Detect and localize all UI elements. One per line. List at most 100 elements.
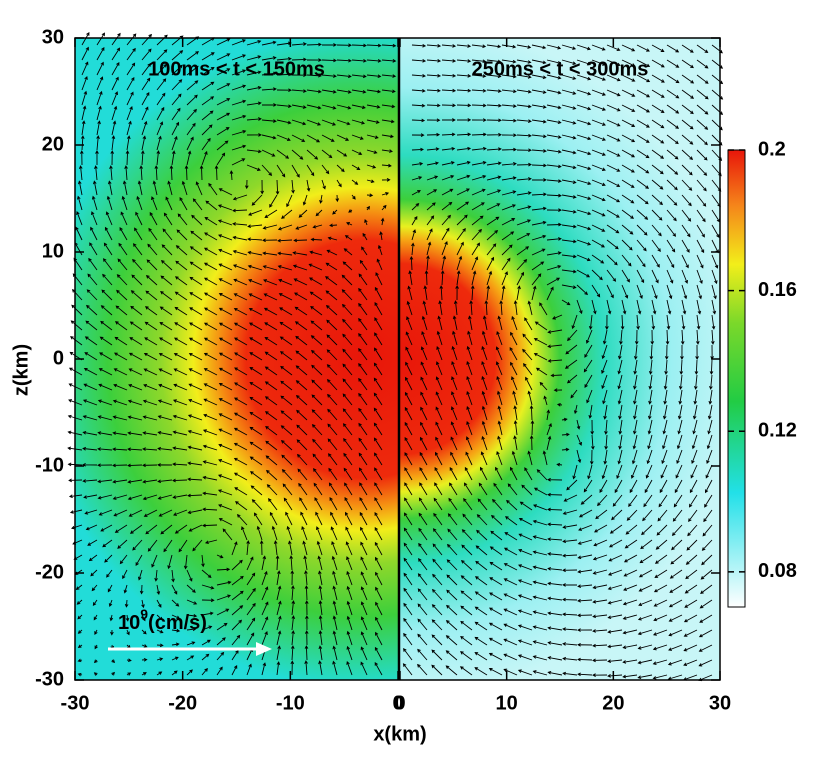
velocity-arrow	[486, 189, 502, 196]
velocity-arrow	[629, 479, 638, 494]
velocity-arrow	[246, 164, 261, 171]
velocity-arrow	[592, 643, 608, 648]
velocity-arrow	[360, 661, 368, 676]
velocity-arrow	[381, 134, 394, 139]
velocity-arrow	[516, 162, 532, 167]
velocity-arrow	[94, 629, 98, 635]
velocity-arrow	[637, 659, 653, 665]
velocity-arrow	[531, 119, 547, 124]
velocity-arrow	[81, 105, 87, 121]
velocity-arrow	[231, 129, 247, 136]
velocity-arrow	[82, 415, 98, 421]
velocity-arrow	[159, 306, 173, 316]
velocity-arrow	[585, 329, 593, 344]
velocity-arrow	[668, 629, 683, 637]
velocity-arrow	[311, 409, 323, 421]
velocity-arrow	[231, 649, 239, 661]
velocity-arrow	[516, 119, 532, 123]
velocity-arrow	[411, 242, 415, 256]
velocity-arrow	[663, 389, 668, 405]
velocity-arrow	[440, 270, 445, 286]
velocity-arrow	[576, 179, 592, 186]
velocity-arrow	[704, 479, 713, 494]
velocity-arrow	[592, 658, 608, 663]
velocity-arrow	[306, 58, 322, 62]
velocity-arrow	[188, 337, 203, 346]
velocity-arrow	[499, 300, 503, 316]
velocity-arrow	[441, 88, 457, 93]
velocity-arrow	[519, 501, 533, 511]
velocity-arrow	[366, 164, 377, 169]
velocity-arrow	[234, 382, 248, 391]
velocity-arrow	[517, 654, 533, 661]
velocity-arrow	[651, 284, 658, 300]
velocity-arrow	[327, 408, 338, 421]
velocity-arrow	[342, 408, 353, 421]
velocity-arrow	[273, 540, 278, 556]
velocity-arrow	[159, 337, 173, 346]
velocity-arrow	[525, 376, 533, 391]
velocity-arrow	[344, 235, 353, 241]
velocity-arrow	[466, 405, 473, 421]
velocity-arrow	[547, 329, 563, 334]
velocity-arrow	[486, 256, 495, 271]
velocity-arrow	[129, 524, 143, 534]
velocity-arrow	[607, 569, 623, 576]
velocity-arrow	[171, 107, 181, 121]
velocity-arrow	[261, 662, 267, 676]
velocity-arrow	[524, 317, 533, 331]
velocity-arrow	[578, 524, 593, 531]
velocity-arrow	[346, 630, 353, 646]
velocity-arrow	[561, 417, 568, 422]
velocity-arrow	[216, 567, 231, 572]
velocity-arrow	[651, 179, 664, 190]
velocity-arrow	[126, 658, 132, 663]
velocity-arrow	[246, 101, 262, 106]
velocity-arrow	[261, 601, 269, 616]
velocity-arrow	[517, 594, 533, 601]
velocity-arrow	[621, 74, 636, 82]
velocity-arrow	[584, 344, 593, 358]
velocity-arrow	[642, 509, 653, 522]
velocity-arrow	[189, 261, 203, 271]
velocity-arrow	[441, 201, 453, 211]
velocity-arrow	[556, 462, 563, 467]
velocity-arrow	[249, 396, 263, 406]
velocity-arrow	[205, 200, 218, 211]
velocity-arrow	[204, 539, 218, 545]
velocity-arrow	[606, 119, 621, 127]
velocity-arrow	[531, 163, 547, 168]
velocity-arrow	[452, 315, 458, 331]
velocity-arrow	[607, 659, 623, 663]
velocity-arrow	[97, 447, 113, 451]
velocity-arrow	[83, 494, 98, 499]
velocity-arrow	[312, 224, 323, 229]
velocity-arrow	[291, 630, 295, 646]
velocity-arrow	[471, 103, 487, 108]
velocity-arrow	[447, 513, 458, 526]
velocity-arrow	[426, 147, 440, 151]
velocity-arrow	[471, 188, 486, 196]
velocity-arrow	[411, 215, 418, 226]
velocity-arrow	[141, 106, 149, 121]
velocity-arrow	[441, 175, 455, 181]
velocity-arrow	[576, 449, 582, 464]
velocity-arrow	[203, 352, 218, 361]
velocity-arrow	[78, 165, 83, 181]
velocity-arrow	[645, 464, 653, 479]
velocity-arrow	[419, 482, 428, 496]
velocity-arrow	[358, 317, 368, 331]
velocity-arrow	[233, 293, 248, 301]
velocity-arrow	[501, 244, 513, 256]
velocity-arrow	[423, 285, 428, 301]
velocity-arrow	[77, 629, 83, 634]
velocity-arrow	[630, 464, 638, 479]
velocity-arrow	[562, 656, 578, 661]
velocity-arrow	[664, 359, 668, 375]
velocity-arrow	[201, 569, 212, 579]
velocity-arrow	[481, 405, 488, 421]
velocity-arrow	[638, 569, 653, 578]
velocity-arrow	[501, 218, 516, 226]
velocity-arrow	[411, 147, 424, 152]
velocity-arrow	[445, 635, 458, 646]
